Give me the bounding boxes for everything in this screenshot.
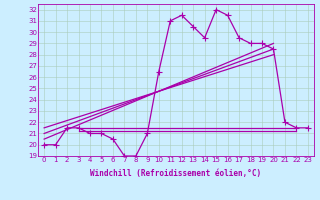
X-axis label: Windchill (Refroidissement éolien,°C): Windchill (Refroidissement éolien,°C) xyxy=(91,169,261,178)
